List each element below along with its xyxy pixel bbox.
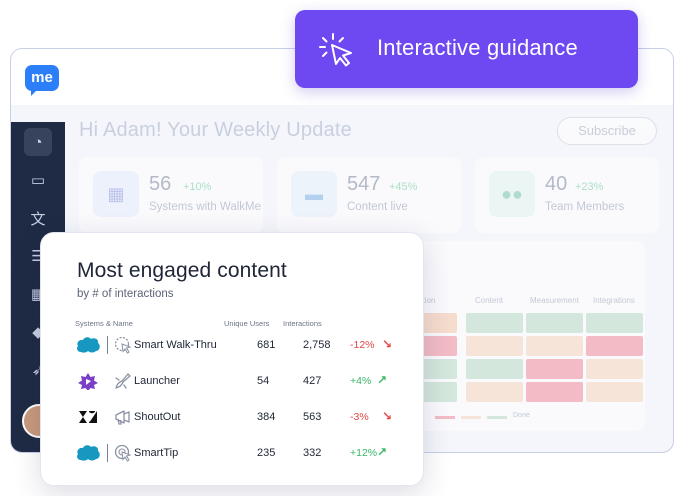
legend-swatch	[487, 416, 507, 419]
main-content: Hi Adam! Your Weekly Update Subscribe ▦ …	[65, 105, 673, 452]
unique-users-value: 235	[257, 447, 276, 459]
legend-swatch	[435, 416, 455, 419]
table-row[interactable]: ShoutOut 384 563 -3% ↘	[41, 403, 423, 433]
heatmap-cell	[586, 313, 643, 333]
interactions-value: 427	[303, 375, 322, 387]
change-value: -3%	[350, 411, 369, 423]
shoutout-icon	[115, 410, 130, 425]
heatmap-cell	[466, 359, 523, 379]
walkme-logo[interactable]: me	[25, 65, 59, 96]
grid-icon: ▦	[93, 171, 139, 217]
heatmap-cell	[526, 359, 583, 379]
unique-users-value: 54	[257, 375, 270, 387]
dashboard-icon[interactable]: ◔	[24, 128, 52, 156]
stat-label: Systems with WalkMe	[149, 201, 262, 213]
unique-users-value: 384	[257, 411, 276, 423]
trend-up-icon: ↗	[377, 445, 388, 459]
stat-delta: +10%	[183, 181, 212, 193]
stat-value: 40	[545, 173, 568, 195]
app-window: me ◔ ▭ 文 ☰ ▦ ◆ ➶ Hi Adam! Your Weekly Up…	[10, 48, 674, 453]
launcher-icon	[115, 373, 131, 389]
stat-card-team[interactable]: ●● 40 +23% Team Members	[475, 157, 659, 233]
stat-delta: +23%	[575, 181, 604, 193]
card-subtitle: by # of interactions	[77, 288, 174, 300]
heatmap-cell	[586, 382, 643, 402]
heatmap-cell	[526, 313, 583, 333]
stat-delta: +45%	[389, 181, 418, 193]
stat-value: 547	[347, 173, 381, 195]
heatmap-header: Measurement	[530, 296, 579, 305]
interactions-value: 563	[303, 411, 322, 423]
content-name: ShoutOut	[134, 411, 181, 423]
chat-bubble-icon: ▬	[291, 171, 337, 217]
heatmap-cell	[526, 336, 583, 356]
unique-users-value: 681	[257, 339, 276, 351]
content-name: Launcher	[134, 375, 180, 387]
trend-down-icon: ↘	[382, 337, 393, 351]
smarttip-icon	[114, 444, 132, 462]
heatmap-header: Integrations	[593, 296, 635, 305]
heatmap-cell	[466, 382, 523, 402]
cursor-click-icon	[319, 33, 352, 67]
content-name: Smart Walk-Thru	[134, 339, 217, 351]
content-name: SmartTip	[134, 447, 179, 459]
graduation-icon[interactable]: ◆	[32, 324, 44, 341]
users-icon: ●●	[489, 171, 535, 217]
heatmap-cell	[586, 336, 643, 356]
stat-value: 56	[149, 173, 172, 195]
trend-up-icon: ↗	[377, 373, 388, 387]
column-header-interactions: Interactions	[283, 319, 322, 328]
heatmap-header: Content	[475, 296, 504, 305]
table-row[interactable]: SmartTip 235 332 +12% ↗	[41, 439, 423, 469]
card-title: Most engaged content	[77, 259, 287, 282]
legend-label: Done	[513, 412, 530, 419]
interactive-guidance-banner: Interactive guidance	[295, 10, 638, 88]
launcher-app-icon	[78, 373, 98, 390]
table-row[interactable]: Smart Walk-Thru 681 2,758 -12% ↘	[41, 331, 423, 361]
page-title: Hi Adam! Your Weekly Update	[79, 119, 352, 141]
heatmap-cell	[526, 382, 583, 402]
most-engaged-content-card: Most engaged content by # of interaction…	[40, 232, 424, 486]
change-value: +4%	[350, 375, 372, 387]
stat-card-content[interactable]: ▬ 547 +45% Content live	[277, 157, 461, 233]
stat-label: Content live	[347, 201, 408, 213]
guidance-label: Interactive guidance	[377, 35, 578, 60]
table-row[interactable]: Launcher 54 427 +4% ↗	[41, 367, 423, 397]
trend-down-icon: ↘	[382, 409, 393, 423]
change-value: -12%	[350, 339, 375, 351]
interactions-value: 332	[303, 447, 322, 459]
progress-heatmap: omation Content Measurement Integrations	[405, 241, 645, 431]
heatmap-cell	[466, 336, 523, 356]
heatmap-cell	[466, 313, 523, 333]
stat-card-systems[interactable]: ▦ 56 +10% Systems with WalkMe	[79, 157, 263, 233]
interactions-value: 2,758	[303, 339, 331, 351]
walkthru-icon	[114, 336, 132, 354]
translate-icon[interactable]: 文	[30, 210, 46, 228]
subscribe-button[interactable]: Subscribe	[557, 117, 657, 145]
stat-label: Team Members	[545, 201, 625, 213]
column-header-users: Unique Users	[224, 319, 270, 328]
folder-icon[interactable]: ▭	[30, 172, 46, 189]
zendesk-icon	[79, 411, 97, 423]
salesforce-icon	[77, 445, 100, 461]
legend-swatch	[461, 416, 481, 419]
change-value: +12%	[350, 447, 378, 459]
heatmap-cell	[586, 359, 643, 379]
column-header-systems: Systems & Name	[75, 319, 133, 328]
salesforce-icon	[77, 337, 100, 353]
